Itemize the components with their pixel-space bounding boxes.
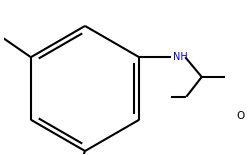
Text: NH: NH <box>173 52 188 62</box>
Text: O: O <box>236 111 244 121</box>
